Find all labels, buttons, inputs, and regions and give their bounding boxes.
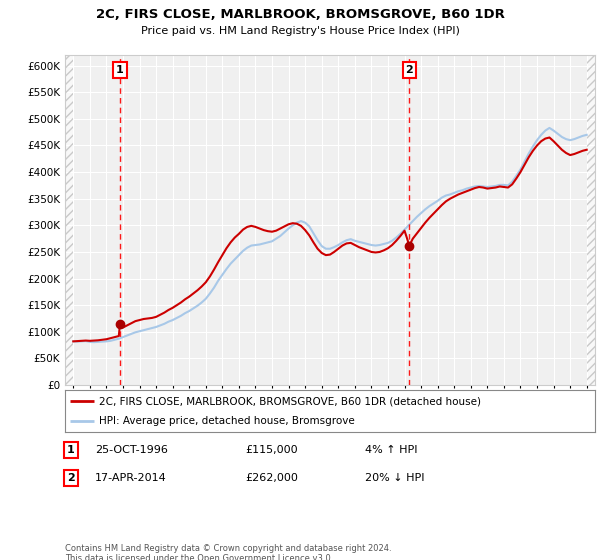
Text: HPI: Average price, detached house, Bromsgrove: HPI: Average price, detached house, Brom… — [100, 416, 355, 426]
Bar — [587, 55, 595, 385]
Text: 1: 1 — [67, 445, 75, 455]
Text: 25-OCT-1996: 25-OCT-1996 — [95, 445, 168, 455]
Text: Contains HM Land Registry data © Crown copyright and database right 2024.
This d: Contains HM Land Registry data © Crown c… — [65, 544, 392, 560]
Text: 20% ↓ HPI: 20% ↓ HPI — [365, 473, 425, 483]
Text: £262,000: £262,000 — [245, 473, 298, 483]
Text: 2: 2 — [67, 473, 75, 483]
Text: Price paid vs. HM Land Registry's House Price Index (HPI): Price paid vs. HM Land Registry's House … — [140, 26, 460, 36]
Text: 4% ↑ HPI: 4% ↑ HPI — [365, 445, 418, 455]
Text: 2C, FIRS CLOSE, MARLBROOK, BROMSGROVE, B60 1DR: 2C, FIRS CLOSE, MARLBROOK, BROMSGROVE, B… — [95, 8, 505, 21]
Text: 2C, FIRS CLOSE, MARLBROOK, BROMSGROVE, B60 1DR (detached house): 2C, FIRS CLOSE, MARLBROOK, BROMSGROVE, B… — [100, 396, 481, 407]
Text: 17-APR-2014: 17-APR-2014 — [95, 473, 167, 483]
Bar — [65, 55, 73, 385]
Text: £115,000: £115,000 — [245, 445, 298, 455]
Text: 2: 2 — [406, 65, 413, 75]
Text: 1: 1 — [116, 65, 124, 75]
